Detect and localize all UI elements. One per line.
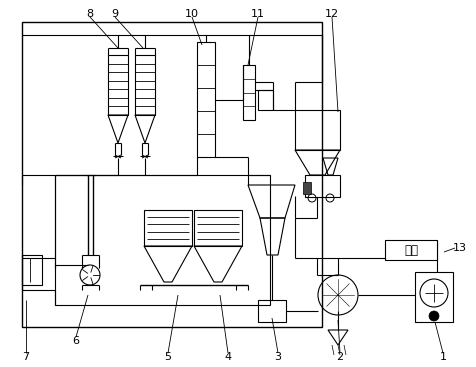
- Bar: [302, 182, 310, 194]
- Bar: [242, 65, 255, 120]
- Text: 6: 6: [72, 336, 79, 346]
- Text: 11: 11: [250, 9, 265, 19]
- Bar: [294, 110, 339, 150]
- Bar: [304, 175, 339, 197]
- Bar: [258, 300, 286, 322]
- Text: 13: 13: [452, 243, 466, 253]
- Bar: [194, 210, 241, 246]
- Text: 9: 9: [111, 9, 119, 19]
- Text: 8: 8: [86, 9, 93, 19]
- Text: 1: 1: [438, 352, 446, 362]
- Text: 7: 7: [22, 352, 30, 362]
- Text: 2: 2: [336, 352, 343, 362]
- Bar: [22, 22, 321, 327]
- Bar: [384, 240, 436, 260]
- Bar: [258, 90, 272, 110]
- Text: 5: 5: [164, 352, 171, 362]
- Bar: [55, 175, 269, 305]
- Bar: [108, 55, 128, 115]
- Bar: [144, 210, 192, 246]
- Circle shape: [428, 311, 438, 321]
- Text: 10: 10: [185, 9, 198, 19]
- Text: 12: 12: [324, 9, 338, 19]
- Text: 冷水: 冷水: [403, 243, 417, 257]
- Text: 3: 3: [274, 352, 281, 362]
- Bar: [197, 42, 215, 157]
- Text: 4: 4: [224, 352, 231, 362]
- Bar: [135, 55, 155, 115]
- Bar: [414, 272, 452, 322]
- Bar: [22, 255, 42, 285]
